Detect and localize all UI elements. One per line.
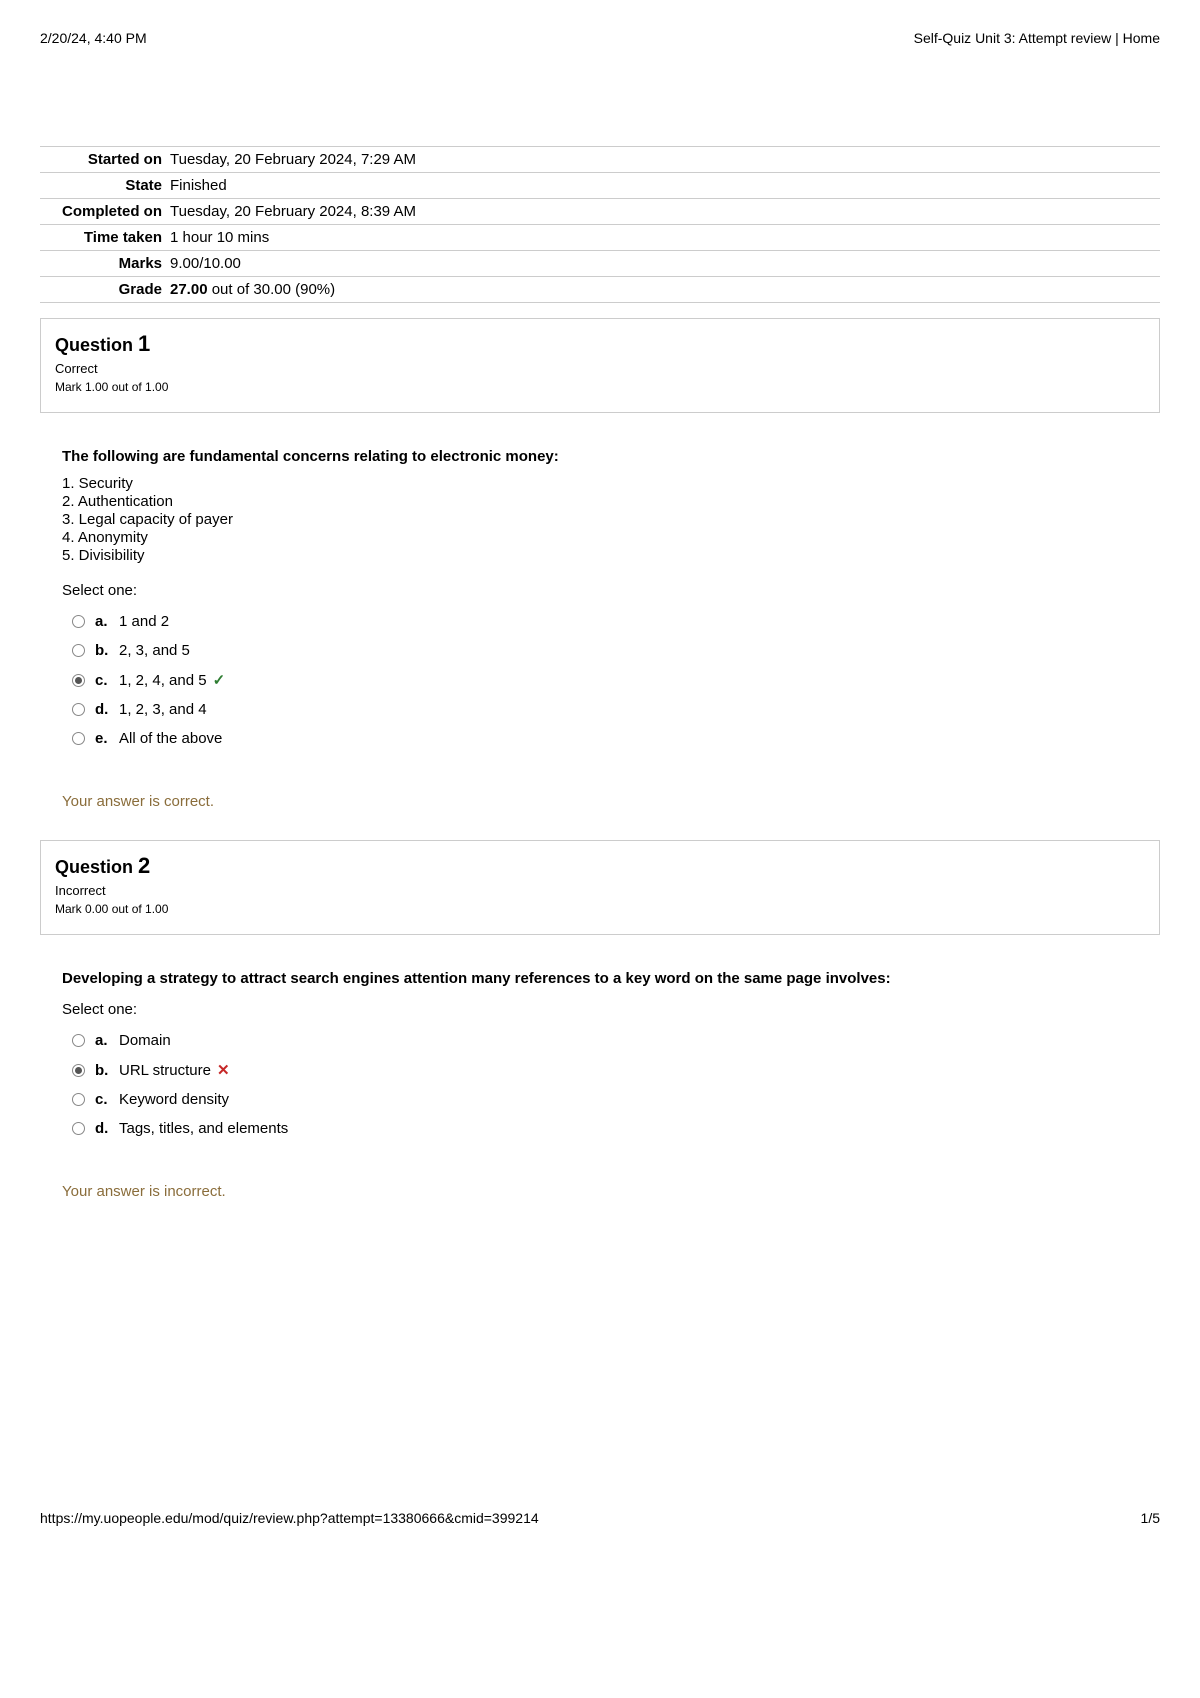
question-header-block: Question 1 Correct Mark 1.00 out of 1.00 (40, 318, 1160, 413)
summary-label: Grade (40, 277, 170, 303)
summary-value: Tuesday, 20 February 2024, 8:39 AM (170, 199, 1160, 225)
radio-icon[interactable] (72, 1064, 85, 1077)
select-one-label: Select one: (62, 582, 1146, 599)
summary-label: Completed on (40, 199, 170, 225)
option-text: 1, 2, 4, and 5 (119, 672, 207, 689)
radio-icon[interactable] (72, 732, 85, 745)
list-item: 5. Divisibility (62, 547, 1146, 564)
question-content: Developing a strategy to attract search … (40, 970, 1160, 1200)
question-prompt: Developing a strategy to attract search … (62, 970, 1146, 987)
option-text: 2, 3, and 5 (119, 642, 190, 659)
list-item: 1. Security (62, 475, 1146, 492)
option-text: Tags, titles, and elements (119, 1120, 288, 1137)
option-row[interactable]: a. Domain (72, 1026, 1146, 1055)
summary-row: Started onTuesday, 20 February 2024, 7:2… (40, 147, 1160, 173)
question-header-block: Question 2 Incorrect Mark 0.00 out of 1.00 (40, 840, 1160, 935)
option-row[interactable]: c. Keyword density (72, 1085, 1146, 1114)
footer-page: 1/5 (1141, 1510, 1160, 1526)
option-row[interactable]: e. All of the above (72, 724, 1146, 753)
option-row[interactable]: a. 1 and 2 (72, 607, 1146, 636)
options: a. 1 and 2 b. 2, 3, and 5 c. 1, 2, 4, and 5 ✓ d… (72, 607, 1146, 753)
option-letter: a. (95, 1032, 113, 1049)
list-item: 4. Anonymity (62, 529, 1146, 546)
summary-value: 9.00/10.00 (170, 251, 1160, 277)
question-prompt: The following are fundamental concerns r… (62, 448, 1146, 465)
option-letter: c. (95, 1091, 113, 1108)
select-one-label: Select one: (62, 1001, 1146, 1018)
option-text: 1 and 2 (119, 613, 169, 630)
option-letter: d. (95, 701, 113, 718)
check-icon: ✓ (213, 671, 226, 689)
option-letter: a. (95, 613, 113, 630)
summary-row: Completed onTuesday, 20 February 2024, 8… (40, 199, 1160, 225)
footer-url: https://my.uopeople.edu/mod/quiz/review.… (40, 1510, 539, 1526)
radio-icon[interactable] (72, 644, 85, 657)
summary-value: 1 hour 10 mins (170, 225, 1160, 251)
option-letter: e. (95, 730, 113, 747)
header-title: Self-Quiz Unit 3: Attempt review | Home (914, 30, 1160, 46)
summary-value: Finished (170, 173, 1160, 199)
option-row[interactable]: d. 1, 2, 3, and 4 (72, 695, 1146, 724)
option-text: All of the above (119, 730, 222, 747)
radio-icon[interactable] (72, 1034, 85, 1047)
summary-label: State (40, 173, 170, 199)
question-title: Question 1 (55, 331, 1145, 357)
summary-value: Tuesday, 20 February 2024, 7:29 AM (170, 147, 1160, 173)
list-item: 2. Authentication (62, 493, 1146, 510)
summary-row: StateFinished (40, 173, 1160, 199)
question-status: Incorrect (55, 883, 1145, 898)
option-text: Domain (119, 1032, 171, 1049)
print-footer: https://my.uopeople.edu/mod/quiz/review.… (0, 1510, 1200, 1526)
option-text: 1, 2, 3, and 4 (119, 701, 207, 718)
radio-icon[interactable] (72, 674, 85, 687)
radio-icon[interactable] (72, 703, 85, 716)
print-header: 2/20/24, 4:40 PM Self-Quiz Unit 3: Attem… (40, 30, 1160, 46)
header-timestamp: 2/20/24, 4:40 PM (40, 30, 147, 46)
question-content: The following are fundamental concerns r… (40, 448, 1160, 810)
feedback: Your answer is incorrect. (62, 1183, 1146, 1200)
cross-icon: ✕ (217, 1061, 230, 1079)
radio-icon[interactable] (72, 615, 85, 628)
question-mark: Mark 1.00 out of 1.00 (55, 380, 1145, 394)
option-letter: b. (95, 1062, 113, 1079)
option-letter: b. (95, 642, 113, 659)
summary-label: Time taken (40, 225, 170, 251)
option-row[interactable]: d. Tags, titles, and elements (72, 1114, 1146, 1143)
option-letter: d. (95, 1120, 113, 1137)
question-status: Correct (55, 361, 1145, 376)
feedback: Your answer is correct. (62, 793, 1146, 810)
list-item: 3. Legal capacity of payer (62, 511, 1146, 528)
summary-label: Marks (40, 251, 170, 277)
option-letter: c. (95, 672, 113, 689)
radio-icon[interactable] (72, 1122, 85, 1135)
option-row[interactable]: c. 1, 2, 4, and 5 ✓ (72, 665, 1146, 695)
page-body: 2/20/24, 4:40 PM Self-Quiz Unit 3: Attem… (0, 0, 1200, 1270)
question-mark: Mark 0.00 out of 1.00 (55, 902, 1145, 916)
summary-row: Time taken1 hour 10 mins (40, 225, 1160, 251)
option-row[interactable]: b. URL structure ✕ (72, 1055, 1146, 1085)
options: a. Domain b. URL structure ✕ c. Keyword densit… (72, 1026, 1146, 1143)
option-row[interactable]: b. 2, 3, and 5 (72, 636, 1146, 665)
option-text: URL structure (119, 1062, 211, 1079)
summary-label: Started on (40, 147, 170, 173)
summary-row-grade: Grade27.00 out of 30.00 (90%) (40, 277, 1160, 303)
question-title: Question 2 (55, 853, 1145, 879)
option-text: Keyword density (119, 1091, 229, 1108)
radio-icon[interactable] (72, 1093, 85, 1106)
question-list: 1. Security2. Authentication3. Legal cap… (62, 475, 1146, 564)
summary-row: Marks9.00/10.00 (40, 251, 1160, 277)
summary-value: 27.00 out of 30.00 (90%) (170, 277, 1160, 303)
summary-table: Started onTuesday, 20 February 2024, 7:2… (40, 146, 1160, 303)
